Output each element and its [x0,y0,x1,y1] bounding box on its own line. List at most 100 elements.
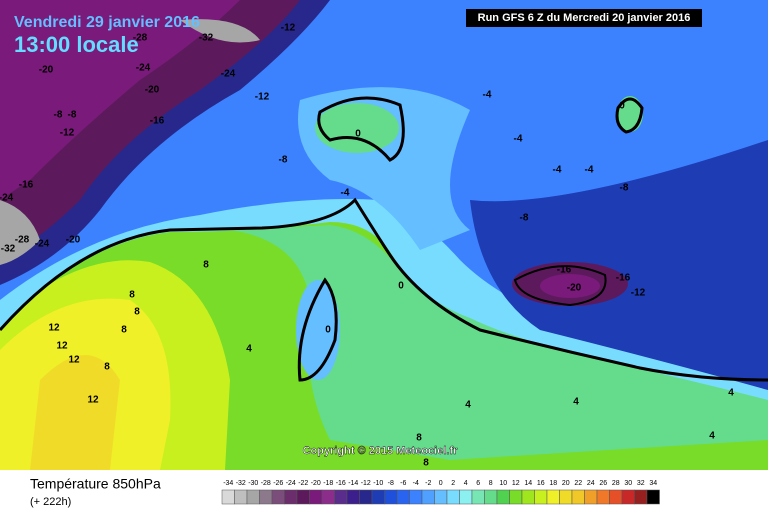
legend-tick-label: 24 [587,480,595,487]
color-swatch [309,489,323,505]
contour-label: 12 [68,355,80,366]
contour-label: -4 [483,90,492,101]
contour-label: -4 [585,165,594,176]
legend-tick-label: 28 [612,480,620,487]
contour-label: 4 [728,388,734,399]
contour-label: -12 [255,92,270,103]
legend-tick-label: -18 [323,480,333,487]
color-swatch [646,489,660,505]
contour-label: -32 [1,244,16,255]
contour-label: -8 [54,110,63,121]
color-swatch [621,489,635,505]
contour-label: 12 [56,341,68,352]
contour-label: -24 [136,63,151,74]
contour-label: -16 [557,265,572,276]
contour-label: -12 [631,288,646,299]
color-swatch [521,489,535,505]
legend-tick-label: -34 [223,480,233,487]
color-swatch [334,489,348,505]
legend-tick-label: -10 [373,480,383,487]
copyright: Copyright © 2015 Meteociel.fr [303,445,459,457]
contour-label: -20 [66,235,81,246]
legend-tick-label: 6 [476,480,480,487]
lead-time: (+ 222h) [30,496,71,508]
contour-label: 8 [121,325,127,336]
color-swatch [484,489,498,505]
color-swatch [571,489,585,505]
contour-label: -24 [0,193,14,204]
color-swatch [296,489,310,505]
legend-tick-label: -32 [236,480,246,487]
contour-label: -20 [145,85,160,96]
legend-tick-label: 26 [599,480,607,487]
color-swatch [346,489,360,505]
legend-tick-label: -14 [348,480,358,487]
legend-tick-label: 10 [499,480,507,487]
contour-label: 12 [48,323,60,334]
contour-label: 8 [129,290,135,301]
legend-tick-label: 0 [439,480,443,487]
contour-label: 4 [709,431,715,442]
color-swatch [284,489,298,505]
contour-label: -24 [35,239,50,250]
legend-tick-label: -30 [248,480,258,487]
color-swatch [559,489,573,505]
contour-label: 0 [398,281,404,292]
contour-label: -16 [19,180,34,191]
color-swatch [496,489,510,505]
color-swatch [409,489,423,505]
legend-tick-label: 8 [489,480,493,487]
color-swatch [246,489,260,505]
contour-label: -8 [68,110,77,121]
legend-tick-label: -28 [261,480,271,487]
legend-tick-label: 4 [464,480,468,487]
legend-tick-label: 30 [624,480,632,487]
legend-tick-label: -16 [336,480,346,487]
color-swatch [471,489,485,505]
legend-tick-label: -8 [388,480,394,487]
color-swatch [609,489,623,505]
legend-tick-label: 12 [512,480,520,487]
contour-label: 4 [573,397,579,408]
contour-label: -8 [520,213,529,224]
contour-label: -12 [281,23,296,34]
legend-tick-label: -22 [298,480,308,487]
contour-label: 8 [423,458,429,469]
contour-label: -4 [514,134,523,145]
contour-label: 8 [134,307,140,318]
contour-label: -28 [15,235,30,246]
contour-label: 8 [104,362,110,373]
contour-label: -32 [199,33,214,44]
run-info: Run GFS 6 Z du Mercredi 20 janvier 2016 [478,12,691,24]
contour-label: 0 [619,101,625,112]
color-swatch [534,489,548,505]
contour-label: 8 [203,260,209,271]
legend-tick-label: 34 [649,480,657,487]
color-swatch [596,489,610,505]
legend-tick-label: -2 [425,480,431,487]
color-swatch [384,489,398,505]
contour-label: 4 [465,400,471,411]
contour-label: 8 [416,433,422,444]
legend-tick-label: 16 [537,480,545,487]
color-swatch [446,489,460,505]
forecast-date: Vendredi 29 janvier 2016 [14,14,200,31]
color-swatch [546,489,560,505]
legend-tick-label: -24 [286,480,296,487]
contour-label: -8 [279,155,288,166]
color-swatch [321,489,335,505]
color-swatch [396,489,410,505]
contour-label: -16 [616,273,631,284]
contour-label: -24 [221,69,236,80]
color-swatch [434,489,448,505]
legend-tick-label: 18 [549,480,557,487]
legend-tick-label: 2 [451,480,455,487]
legend-tick-label: 32 [637,480,645,487]
legend-tick-label: -12 [361,480,371,487]
contour-label: -16 [150,116,165,127]
color-swatch [271,489,285,505]
contour-label: 12 [87,395,99,406]
legend-tick-label: -6 [400,480,406,487]
color-swatch [421,489,435,505]
